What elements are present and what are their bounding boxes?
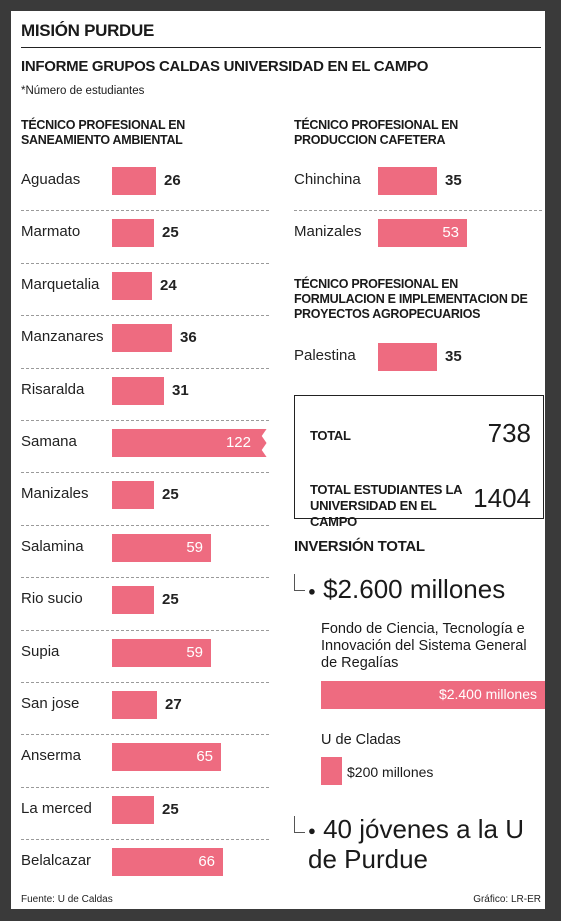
value-label-fondo-regalias: $2.400 millones xyxy=(438,686,537,702)
row-divider xyxy=(21,839,269,841)
bar-manzanares xyxy=(112,324,172,353)
bar-anserma xyxy=(112,743,221,772)
section-title-saneamiento: TÉCNICO PROFESIONAL EN SANEAMIENTO AMBIE… xyxy=(21,118,186,147)
students-total-label: TOTAL ESTUDIANTES LA UNIVERSIDAD EN EL C… xyxy=(310,482,462,529)
row-divider xyxy=(21,262,269,264)
bar-salamina xyxy=(112,533,211,562)
bullet-dot: ● xyxy=(308,583,316,599)
value-label-manzanares: 36 xyxy=(180,329,197,347)
value-label-samana: 122 xyxy=(225,434,251,451)
infographic-card: MISIÓN PURDUE INFORME GRUPOS CALDAS UNIV… xyxy=(11,11,545,909)
value-label-manizales: 25 xyxy=(162,486,179,504)
investment-amount-text: $2.600 millones xyxy=(323,574,506,604)
bar-fondo-regalias xyxy=(321,681,545,709)
category-label-anserma: Anserma xyxy=(21,747,82,765)
category-label-marmato: Marmato xyxy=(21,223,81,241)
bar-samana xyxy=(112,429,267,457)
row-divider xyxy=(21,315,269,317)
uc-label: U de Cladas xyxy=(321,732,401,748)
row-divider xyxy=(21,734,269,736)
category-label-supia: Supia xyxy=(21,642,60,660)
bar-belalcazar xyxy=(112,848,223,877)
value-label-rio-sucio: 25 xyxy=(162,591,179,609)
bar-la-merced xyxy=(112,795,154,824)
bar-manizales xyxy=(112,481,154,510)
investment-amount: ● $2.600 millones xyxy=(308,574,505,605)
category-label-aguadas: Aguadas xyxy=(21,171,81,188)
value-label-chinchina: 35 xyxy=(445,172,462,189)
row-divider xyxy=(21,524,269,526)
value-label-marquetalia: 24 xyxy=(160,276,177,294)
row-divider xyxy=(21,786,269,788)
value-label-la-merced: 25 xyxy=(162,800,179,818)
bar-san-jose xyxy=(112,691,157,719)
row-divider xyxy=(294,210,542,211)
bar-palestina xyxy=(378,343,437,371)
category-label-belalcazar: Belalcazar xyxy=(21,852,92,870)
value-label-aguadas: 26 xyxy=(164,172,181,189)
category-label-risaralda: Risaralda xyxy=(21,380,85,398)
title-divider xyxy=(21,47,541,48)
bar-manizales xyxy=(378,219,467,247)
value-label-san-jose: 27 xyxy=(165,696,182,713)
units-note: *Número de estudiantes xyxy=(21,85,145,97)
source-note: Fuente: U de Caldas xyxy=(21,894,113,905)
bar-marquetalia xyxy=(112,271,152,300)
category-label-rio-sucio: Rio sucio xyxy=(21,590,83,608)
category-label-salamina: Salamina xyxy=(21,537,84,555)
totals-box: TOTAL 738 TOTAL ESTUDIANTES LA UNIVERSID… xyxy=(294,395,544,529)
bar-marmato xyxy=(112,219,154,248)
fund-label: Fondo de Ciencia, Tecnología e Innovació… xyxy=(321,621,527,671)
bar-risaralda xyxy=(112,376,164,405)
total-label: TOTAL xyxy=(310,428,351,443)
value-label-palestina: 35 xyxy=(445,348,462,365)
value-label-anserma: 65 xyxy=(196,748,213,766)
connector-line-2 xyxy=(294,816,305,833)
value-label-salamina: 59 xyxy=(186,538,203,556)
category-label-manizales: Manizales xyxy=(294,223,362,240)
bullet-dot-2: ● xyxy=(308,823,316,839)
section-title-cafetera: TÉCNICO PROFESIONAL EN PRODUCCION CAFETE… xyxy=(294,118,459,147)
investment-title: INVERSIÓN TOTAL xyxy=(294,538,425,555)
row-divider xyxy=(21,629,269,631)
row-divider xyxy=(21,472,269,474)
value-label-marmato: 25 xyxy=(162,224,179,242)
category-label-chinchina: Chinchina xyxy=(294,171,361,188)
credit-note: Gráfico: LR-ER xyxy=(473,894,541,905)
value-label-manizales: 53 xyxy=(442,224,459,241)
students-abroad-text: 40 jóvenes a la U de Purdue xyxy=(308,814,524,875)
category-label-marquetalia: Marquetalia xyxy=(21,275,100,293)
category-label-la-merced: La merced xyxy=(21,799,92,817)
students-abroad: ● 40 jóvenes a la U de Purdue xyxy=(308,815,533,873)
section-title-agropecuarios: TÉCNICO PROFESIONAL EN FORMULACION E IMP… xyxy=(294,277,528,321)
row-divider xyxy=(21,420,269,421)
value-label-belalcazar: 66 xyxy=(198,853,215,871)
category-label-samana: Samana xyxy=(21,433,77,450)
row-divider xyxy=(21,367,269,369)
bar-supia xyxy=(112,638,211,667)
category-label-san-jose: San jose xyxy=(21,695,80,712)
category-label-palestina: Palestina xyxy=(294,347,356,364)
value-label-supia: 59 xyxy=(186,643,203,661)
row-divider xyxy=(21,577,269,579)
connector-line xyxy=(294,574,305,591)
category-label-manizales: Manizales xyxy=(21,485,89,503)
page-title: MISIÓN PURDUE xyxy=(21,21,155,40)
total-value: 738 xyxy=(487,418,531,448)
page-subtitle: INFORME GRUPOS CALDAS UNIVERSIDAD EN EL … xyxy=(21,58,429,75)
bar-chinchina xyxy=(378,167,437,195)
category-label-manzanares: Manzanares xyxy=(21,328,104,346)
bar-rio-sucio xyxy=(112,586,154,615)
uc-value: $200 millones xyxy=(347,764,434,780)
row-divider xyxy=(21,682,269,683)
value-label-risaralda: 31 xyxy=(172,381,189,399)
bar-u-de-cladas xyxy=(321,757,342,785)
axis-break-mark xyxy=(261,429,275,457)
row-divider xyxy=(21,210,269,212)
students-total-value: 1404 xyxy=(473,483,531,513)
bar-aguadas xyxy=(112,167,156,195)
